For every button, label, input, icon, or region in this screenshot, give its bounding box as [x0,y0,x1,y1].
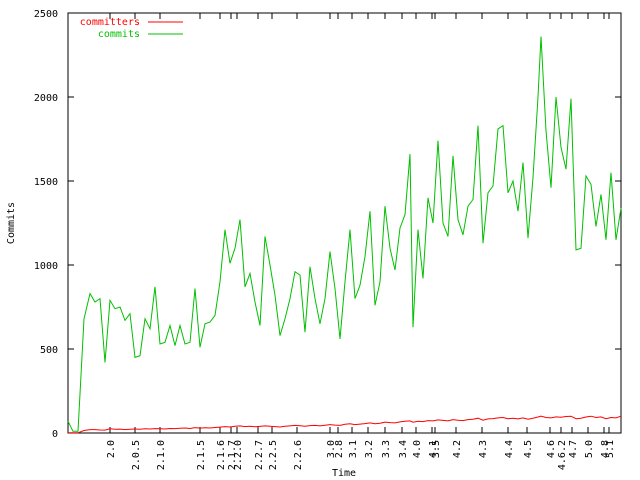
x-tick-label: 2.2.5 [268,440,279,470]
x-tick-label: 4.8 [600,440,611,458]
y-axis-label: Commits [6,202,17,244]
x-tick-label: 3.1 [348,440,359,458]
x-tick-label: 2.8 [334,440,345,458]
legend-label: committers [80,17,140,28]
x-tick-label: 3.0 [326,440,337,458]
y-tick-label: 500 [40,345,58,356]
x-tick-label: 2.1.5 [196,440,207,470]
y-tick-label: 1000 [34,261,58,272]
x-tick-label: 4.7 [568,440,579,458]
x-tick-label: 3.3 [381,440,392,458]
x-tick-label: 2.0.5 [131,440,142,470]
plot-frame [67,12,622,434]
x-tick-label: 2.1.6 [216,440,227,470]
x-tick-label: 2.2.7 [254,440,265,470]
x-tick-label: 2.0 [106,440,117,458]
x-tick-label: 2.1.7 [227,440,238,470]
x-tick-label: 2.2.0 [233,440,244,470]
y-tick-label: 0 [52,429,58,440]
legend-label: commits [98,29,140,40]
x-tick-label: 5.1 [605,440,616,458]
series-line [67,36,622,432]
x-tick-label: 4.0 [412,440,423,458]
x-tick-label: 4.2 [452,440,463,458]
x-tick-label: 2.1.0 [156,440,167,470]
x-tick-label: 4.4 [504,440,515,458]
x-tick-label: 2.2.6 [293,440,304,470]
x-tick-label: 3.4 [398,440,409,458]
x-tick-label: 4.6.2 [557,440,568,470]
x-tick-label: 4.5 [523,440,534,458]
x-tick-label: 5.0 [584,440,595,458]
x-axis-label: Time [332,468,356,479]
x-tick-label: 3.2 [364,440,375,458]
x-tick-label: 4.6 [546,440,557,458]
x-tick-label: 4.3 [478,440,489,458]
y-tick-label: 2000 [34,93,58,104]
y-tick-label: 2500 [34,9,58,20]
x-tick-label: 4.1 [428,440,439,458]
x-tick-label: 3.5 [431,440,442,458]
y-tick-label: 1500 [34,177,58,188]
series-line [67,415,622,434]
